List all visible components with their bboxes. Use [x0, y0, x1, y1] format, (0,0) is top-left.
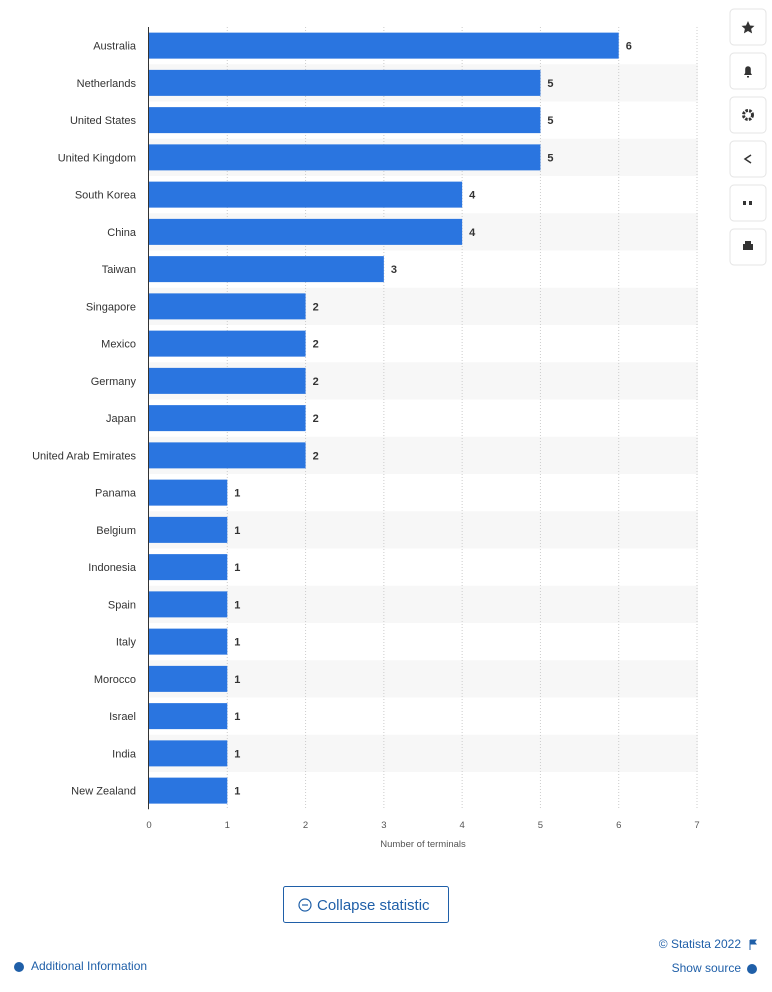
y-tick-label: Indonesia — [88, 562, 137, 574]
bar — [149, 665, 228, 692]
bar — [149, 703, 228, 730]
bar — [149, 32, 619, 59]
bar — [149, 405, 306, 432]
y-tick-label: Belgium — [96, 525, 136, 537]
y-tick-label: India — [112, 748, 137, 760]
x-tick-label: 1 — [225, 820, 230, 831]
x-tick-label: 5 — [538, 820, 543, 831]
star-icon — [741, 21, 755, 34]
value-label: 5 — [547, 115, 553, 127]
bar — [149, 554, 228, 581]
x-tick-label: 7 — [694, 820, 699, 831]
x-tick-label: 2 — [303, 820, 308, 831]
value-label: 1 — [234, 786, 240, 798]
value-label: 1 — [234, 637, 240, 649]
show-source[interactable]: Show source — [672, 961, 742, 975]
bar — [149, 516, 228, 543]
y-tick-label: China — [107, 227, 137, 239]
gear-icon — [742, 109, 754, 121]
bell-icon — [744, 66, 752, 78]
value-label: 3 — [391, 264, 397, 276]
row-stripe — [149, 511, 698, 549]
y-tick-label: New Zealand — [71, 786, 136, 798]
value-label: 1 — [234, 562, 240, 574]
y-tick-label: United Kingdom — [58, 152, 136, 164]
bar — [149, 777, 228, 804]
y-tick-label: South Korea — [75, 190, 137, 202]
share-icon — [743, 154, 752, 164]
bar — [149, 740, 228, 767]
x-tick-label: 4 — [459, 820, 464, 831]
row-stripe — [149, 585, 698, 623]
print-icon — [743, 241, 753, 250]
plot: 0 1 2 3 4 5 6 7 Number of terminals Australia 6 Net… — [32, 27, 700, 850]
collapse-label[interactable]: Collapse statistic — [317, 897, 430, 914]
cite-button[interactable] — [729, 184, 767, 222]
y-tick-label: United States — [70, 115, 137, 127]
x-tick-label: 0 — [146, 820, 151, 831]
y-tick-label: Japan — [106, 413, 136, 425]
settings-button[interactable] — [729, 96, 767, 134]
y-tick-label: Spain — [108, 599, 136, 611]
value-label: 4 — [469, 190, 476, 202]
bar — [149, 628, 228, 655]
value-label: 2 — [313, 450, 319, 462]
share-button[interactable] — [729, 140, 767, 178]
x-tick-label: 3 — [381, 820, 386, 831]
side-toolbar — [729, 8, 767, 266]
additional-information[interactable]: Additional Information — [31, 959, 147, 973]
y-tick-label: Italy — [116, 637, 137, 649]
bar — [149, 330, 306, 357]
y-tick-label: Mexico — [101, 339, 136, 351]
value-label: 5 — [547, 152, 553, 164]
y-tick-label: Netherlands — [77, 78, 137, 90]
y-tick-label: Germany — [91, 376, 137, 388]
collapse-icon — [298, 898, 312, 912]
bar — [149, 442, 306, 469]
value-label: 2 — [313, 339, 319, 351]
bar — [149, 144, 541, 171]
bar — [149, 256, 384, 283]
info-icon — [747, 964, 757, 974]
value-label: 2 — [313, 301, 319, 313]
y-tick-label: Taiwan — [102, 264, 136, 276]
y-tick-label: Australia — [93, 41, 137, 53]
row-stripe — [149, 734, 698, 772]
bar — [149, 479, 228, 506]
value-label: 1 — [234, 599, 240, 611]
value-label: 6 — [626, 41, 632, 53]
value-label: 5 — [547, 78, 553, 90]
value-label: 1 — [234, 488, 240, 500]
bar — [149, 107, 541, 134]
info-icon — [14, 962, 24, 972]
y-tick-label: Israel — [109, 711, 136, 723]
value-label: 4 — [469, 227, 476, 239]
x-axis-label: Number of terminals — [380, 839, 466, 850]
collapse-button[interactable] — [283, 886, 449, 923]
x-tick-label: 6 — [616, 820, 621, 831]
bar — [149, 181, 463, 208]
value-label: 1 — [234, 711, 240, 723]
value-label: 2 — [313, 413, 319, 425]
y-tick-label: Singapore — [86, 301, 136, 313]
flag-icon — [749, 939, 757, 950]
value-label: 1 — [234, 674, 240, 686]
bar — [149, 69, 541, 96]
bar — [149, 293, 306, 320]
value-label: 1 — [234, 748, 240, 760]
quote-icon — [743, 201, 752, 205]
y-tick-label: Morocco — [94, 674, 136, 686]
bar — [149, 218, 463, 245]
copyright[interactable]: © Statista 2022 — [659, 937, 742, 951]
y-tick-label: Panama — [95, 488, 137, 500]
value-label: 2 — [313, 376, 319, 388]
bar — [149, 591, 228, 618]
y-tick-label: United Arab Emirates — [32, 450, 136, 462]
bar — [149, 367, 306, 394]
row-stripe — [149, 660, 698, 698]
value-label: 1 — [234, 525, 240, 537]
